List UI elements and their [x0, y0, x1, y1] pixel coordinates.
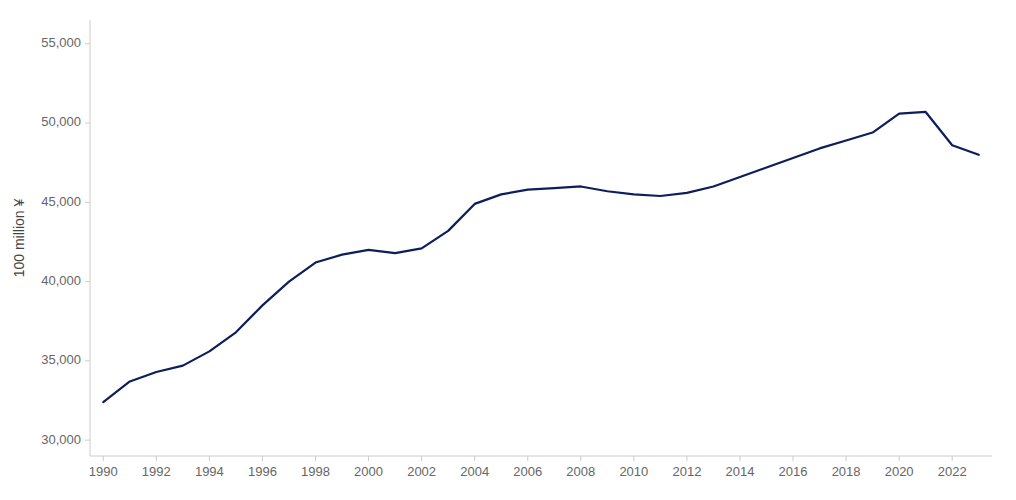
data-line — [103, 112, 978, 402]
x-tick-label: 2016 — [779, 464, 808, 479]
x-tick — [527, 456, 528, 461]
y-axis: 30,000 35,000 40,000 45,000 50,000 55,000 — [41, 20, 90, 456]
x-tick-label: 2002 — [407, 464, 436, 479]
x-axis: 1990 1992 1994 1996 1998 2000 2002 2004 2006 2008… — [89, 456, 992, 479]
x-tick-label: 2004 — [460, 464, 489, 479]
x-tick-label: 2010 — [619, 464, 648, 479]
x-tick — [899, 456, 900, 461]
x-tick-label: 2020 — [885, 464, 914, 479]
y-tick-label: 40,000 — [41, 273, 81, 288]
x-tick — [262, 456, 263, 461]
x-tick — [103, 456, 104, 461]
plot-area — [103, 112, 978, 402]
y-tick — [85, 281, 90, 282]
chart-container: 30,000 35,000 40,000 45,000 50,000 55,000 1990… — [0, 0, 1016, 500]
x-tick — [686, 456, 687, 461]
y-axis-label: 100 million ¥ — [11, 198, 27, 277]
x-tick — [474, 456, 475, 461]
x-tick-label: 1992 — [142, 464, 171, 479]
x-tick-label: 1996 — [248, 464, 277, 479]
x-tick-label: 2018 — [832, 464, 861, 479]
x-tick — [952, 456, 953, 461]
y-tick-label: 30,000 — [41, 432, 81, 447]
x-tick — [580, 456, 581, 461]
y-axis-line — [90, 20, 91, 456]
x-tick — [315, 456, 316, 461]
x-tick — [633, 456, 634, 461]
x-tick — [846, 456, 847, 461]
chart-svg: 30,000 35,000 40,000 45,000 50,000 55,000 1990… — [0, 0, 1016, 500]
x-tick — [209, 456, 210, 461]
x-tick — [739, 456, 740, 461]
x-tick-label: 1994 — [195, 464, 224, 479]
x-tick-label: 2014 — [726, 464, 755, 479]
y-tick-label: 55,000 — [41, 35, 81, 50]
x-tick-label: 1990 — [89, 464, 118, 479]
x-axis-line — [90, 456, 992, 457]
y-tick — [85, 440, 90, 441]
x-tick — [368, 456, 369, 461]
y-tick — [85, 43, 90, 44]
x-tick-label: 2012 — [672, 464, 701, 479]
x-tick — [156, 456, 157, 461]
y-tick-label: 45,000 — [41, 194, 81, 209]
y-tick-label: 35,000 — [41, 352, 81, 367]
x-tick-label: 2022 — [938, 464, 967, 479]
y-tick-label: 50,000 — [41, 114, 81, 129]
x-tick-label: 2006 — [513, 464, 542, 479]
y-tick — [85, 360, 90, 361]
x-tick-label: 2000 — [354, 464, 383, 479]
x-tick — [421, 456, 422, 461]
x-tick — [793, 456, 794, 461]
y-tick — [85, 123, 90, 124]
y-tick — [85, 202, 90, 203]
x-tick-label: 2008 — [566, 464, 595, 479]
x-tick-label: 1998 — [301, 464, 330, 479]
